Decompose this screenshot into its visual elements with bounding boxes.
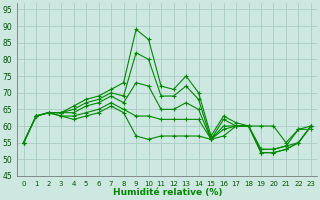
X-axis label: Humidité relative (%): Humidité relative (%) <box>113 188 222 197</box>
